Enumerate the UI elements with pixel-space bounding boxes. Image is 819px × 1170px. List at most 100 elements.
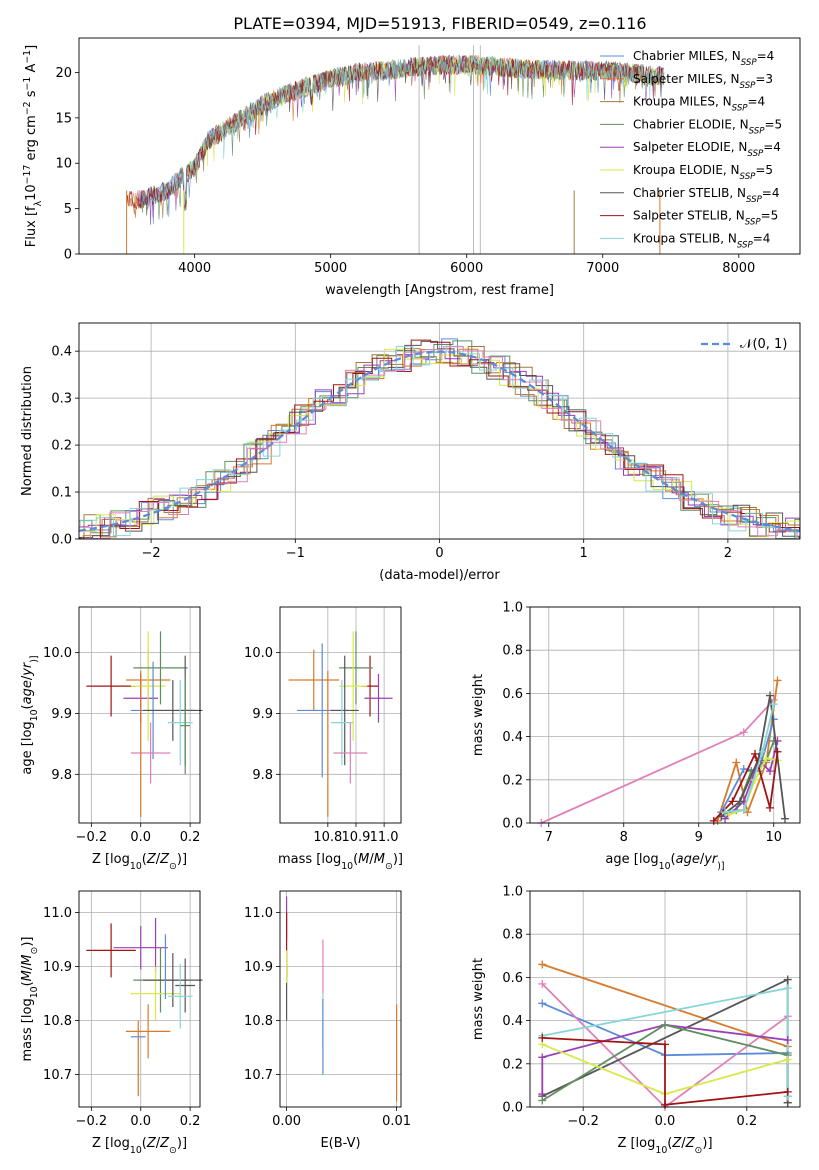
weight-point-marker [709, 816, 718, 825]
x-tick-label: 0.0 [130, 830, 151, 845]
x-axis-label: (data-model)/error [379, 568, 500, 583]
x-tick-label: 7 [545, 830, 553, 845]
label-part: s [24, 90, 39, 101]
label-part: yr [20, 661, 35, 677]
y-tick-label: 9.8 [51, 768, 72, 783]
x-tick-label: 8000 [722, 261, 755, 276]
x-axis-label: wavelength [Angstrom, rest frame] [325, 283, 554, 298]
x-tick-label: 0.2 [736, 1114, 757, 1129]
weight-point-marker [783, 975, 792, 984]
label-part: Chabrier STELIB, N [633, 186, 746, 200]
label-part: Z [159, 852, 170, 867]
label-part: Z [146, 852, 157, 867]
x-tick-label: 0.2 [180, 1114, 201, 1129]
x-axis-label: Z [log10(Z/Z⊙)] [92, 1136, 187, 1156]
x-axis-label: Z [log10(Z/Z⊙)] [92, 852, 187, 872]
x-tick-label: 5000 [314, 261, 347, 276]
label-part: SSP [746, 195, 763, 205]
y-tick-label: 0.0 [502, 1101, 523, 1116]
x-tick-label: 8 [620, 830, 628, 845]
label-part: ( [353, 852, 358, 867]
histograms [79, 338, 800, 539]
y-tick-label: 10.7 [244, 1068, 273, 1083]
y-tick-label: 11.0 [43, 906, 72, 921]
y-tick-label: 11.0 [244, 906, 273, 921]
weight-point-marker [766, 803, 774, 812]
label-part: SSP [732, 104, 749, 114]
mass-vs-ebv-frame [279, 890, 402, 1108]
label-part: =4 [748, 95, 766, 109]
label-part: 10 [130, 1145, 142, 1156]
label-part: ( [20, 704, 35, 709]
label-part: mass weight [471, 674, 486, 756]
x-tick-label: 10 [765, 830, 782, 845]
label-part: =5 [755, 163, 773, 177]
weight-point-marker [661, 1020, 669, 1029]
weight-point-marker [758, 747, 767, 756]
x-tick-label: −0.2 [567, 1114, 599, 1129]
y-axis-label: Normed distribution [20, 366, 35, 496]
weight-vs-Z-frame [529, 890, 801, 1108]
y-tick-label: 0.0 [51, 533, 72, 548]
label-part: ⊙ [169, 1145, 177, 1156]
label-part: Normed distribution [20, 366, 35, 496]
label-part: age [676, 852, 700, 867]
legend-label: Kroupa ELODIE, NSSP=5 [633, 163, 773, 182]
mass-vs-ebv-axes: 0.00 0.01 10.7 10.8 10.9 11.0 E(B-V) [244, 890, 411, 1151]
label-part: Z [log [92, 1136, 130, 1151]
spectrum-series-line [142, 54, 664, 207]
y-tick-label: 0.2 [502, 1057, 523, 1072]
x-tick-label: 0.0 [130, 1114, 151, 1129]
x-tick-label: 11.0 [370, 830, 399, 845]
label-part: ] [24, 45, 39, 50]
label-part: )] [717, 861, 724, 872]
y-tick-label: 0.2 [51, 439, 72, 454]
label-part: =5 [761, 209, 779, 223]
age-vs-mass-frame [279, 606, 402, 824]
label-part: 10 [655, 1145, 667, 1156]
residuals-frame [78, 322, 801, 540]
label-part: M [358, 852, 369, 867]
weight-point-marker [783, 1055, 792, 1064]
y-tick-label: 0.8 [502, 928, 523, 943]
label-part: ( [142, 1136, 147, 1151]
label-part: )] [177, 852, 187, 867]
y-tick-label: 10.0 [244, 646, 273, 661]
label-part: )] [702, 1136, 712, 1151]
label-part: Z [146, 1136, 157, 1151]
x-tick-label: 1 [580, 546, 588, 561]
y-tick-label: 9.9 [51, 707, 72, 722]
x-tick-label: 6000 [450, 261, 483, 276]
label-part: =5 [764, 117, 782, 131]
x-tick-label: −0.2 [76, 1114, 108, 1129]
label-part: erg cm [24, 115, 39, 164]
weight-point-marker [538, 1033, 547, 1042]
y-axis-label: mass [log10(M/M⊙)] [20, 937, 40, 1062]
x-tick-label: −2 [142, 546, 161, 561]
weight-point-marker [661, 1100, 669, 1109]
label-part: / [20, 965, 35, 970]
weight-point-marker [732, 758, 741, 767]
y-tick-label: 9.8 [252, 768, 273, 783]
histogram-series [79, 351, 800, 533]
label-part: Z [671, 1136, 682, 1151]
spectrum-frame [78, 37, 801, 255]
weight-point-marker [728, 797, 737, 806]
label-part: age [20, 680, 35, 704]
y-tick-label: 0 [64, 248, 72, 263]
label-part: A [24, 64, 39, 77]
label-part: SSP [747, 149, 764, 159]
label-part: )] [29, 655, 40, 662]
weight-point-marker [661, 1040, 669, 1049]
histogram-series [79, 346, 800, 539]
y-tick-label: 10.9 [244, 960, 273, 975]
weight-point-marker [736, 797, 744, 806]
y-axis-label: age [log10(age/yr)] [20, 655, 40, 774]
y-tick-label: 9.9 [252, 707, 273, 722]
y-tick-label: 10 [55, 157, 72, 172]
label-part: Z [685, 1136, 696, 1151]
label-part: ( [142, 852, 147, 867]
label-part: =4 [757, 49, 775, 63]
age-vs-Z-frame [78, 606, 201, 824]
